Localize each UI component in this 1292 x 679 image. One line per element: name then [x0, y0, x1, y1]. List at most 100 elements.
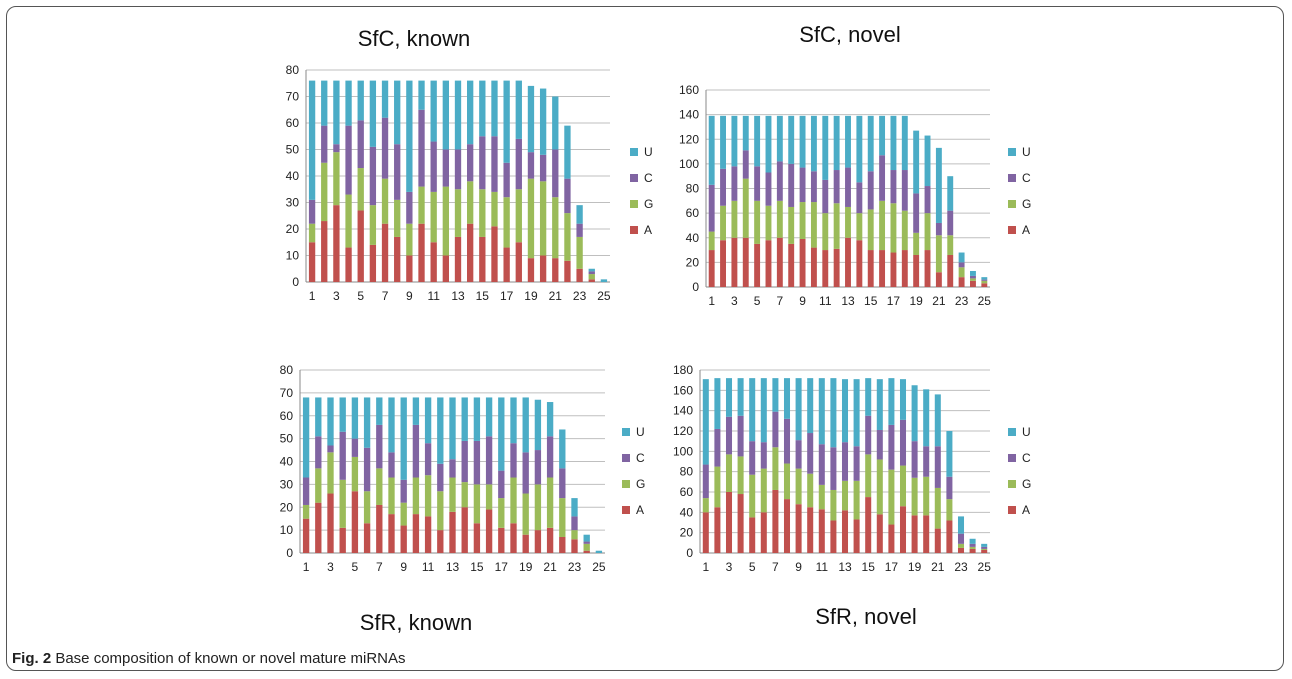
bar-segment-g [799, 202, 806, 239]
x-tick-label: 7 [776, 294, 783, 308]
bar-segment-c [946, 476, 953, 500]
x-tick-label: 1 [309, 289, 316, 303]
bar-segment-a [924, 250, 931, 287]
x-tick-label: 25 [978, 294, 992, 308]
legend-swatch-g [630, 200, 638, 208]
y-tick-label: 60 [680, 485, 694, 499]
bar-segment-c [749, 441, 756, 475]
bar-segment-a [822, 250, 829, 287]
bar-segment-a [969, 548, 976, 553]
bar-segment-g [510, 477, 517, 524]
x-tick-label: 9 [400, 560, 407, 574]
bar-segment-c [363, 447, 371, 492]
x-tick-label: 19 [908, 560, 922, 574]
legend-swatch-g [622, 480, 630, 488]
bar-segment-a [308, 242, 316, 282]
bar-segment-c [588, 271, 595, 275]
bar-segment-u [430, 80, 437, 142]
bar-segment-a [957, 547, 965, 553]
bar-segment-g [522, 493, 529, 535]
bar-segment-c [400, 479, 407, 503]
bar-segment-u [515, 80, 522, 139]
bar-segment-a [981, 283, 988, 287]
bar-segment-g [539, 181, 547, 256]
y-tick-label: 0 [692, 280, 699, 294]
bar-segment-u [841, 379, 849, 443]
bar-segment-c [714, 428, 721, 467]
bar-segment-a [776, 237, 783, 287]
bar-segment-a [485, 509, 493, 553]
x-tick-label: 25 [597, 289, 611, 303]
bar-segment-u [867, 115, 874, 172]
legend-swatch-u [1008, 148, 1016, 156]
bar-segment-g [583, 543, 590, 551]
y-tick-label: 20 [680, 526, 694, 540]
bar-segment-u [888, 378, 895, 425]
bar-segment-c [772, 411, 779, 448]
x-tick-label: 3 [327, 560, 334, 574]
bar-segment-u [879, 115, 886, 156]
bar-segment-u [946, 431, 953, 477]
bar-segment-u [454, 80, 462, 150]
bar-segment-g [947, 235, 954, 255]
y-tick-label: 80 [680, 465, 694, 479]
bar-segment-c [958, 262, 965, 268]
bar-segment-u [564, 125, 571, 179]
y-tick-label: 10 [280, 523, 294, 537]
chart-title-sfr-known: SfR, known [359, 610, 473, 635]
bar-segment-g [833, 203, 840, 249]
bar-segment-a [731, 237, 738, 287]
bar-segment-c [725, 416, 733, 455]
bar-segment-a [498, 527, 505, 553]
bar-segment-a [461, 507, 468, 553]
bar-segment-a [845, 237, 851, 287]
bar-segment-g [527, 178, 535, 259]
bar-segment-c [969, 543, 976, 547]
bar-segment-a [510, 523, 517, 553]
bar-segment-c [856, 182, 863, 214]
bar-segment-a [357, 210, 364, 282]
y-tick-label: 40 [286, 169, 300, 183]
bar-segment-g [913, 232, 920, 255]
bar-segment-u [498, 397, 505, 471]
bar-segment-g [720, 205, 726, 241]
bar-segment-a [899, 506, 907, 553]
bar-segment-c [853, 446, 860, 481]
bar-segment-c [552, 149, 559, 198]
x-tick-label: 9 [795, 560, 802, 574]
bar-segment-u [339, 397, 346, 432]
bar-segment-g [498, 498, 505, 528]
bar-segment-c [442, 149, 450, 187]
bar-segment-a [901, 250, 908, 287]
bar-segment-a [913, 254, 920, 287]
bar-segment-c [406, 191, 413, 224]
bar-segment-a [708, 250, 715, 287]
bar-segment-g [958, 267, 965, 278]
y-tick-label: 160 [673, 383, 693, 397]
bar-segment-g [315, 468, 322, 503]
bar-segment-g [765, 205, 772, 241]
legend-swatch-c [622, 454, 630, 462]
bar-segment-u [466, 80, 474, 145]
bar-segment-u [449, 397, 456, 460]
bar-segment-a [583, 550, 590, 553]
bar-segment-u [552, 96, 559, 150]
bar-segment-u [957, 516, 965, 534]
bar-segment-a [867, 250, 874, 287]
bar-segment-u [913, 130, 920, 194]
bar-segment-a [400, 525, 407, 553]
x-tick-label: 21 [549, 289, 563, 303]
figure-frame [6, 6, 1284, 671]
bar-segment-c [788, 163, 795, 207]
bar-segment-a [546, 527, 554, 553]
bar-segment-a [552, 258, 559, 282]
bar-segment-u [442, 80, 450, 150]
bar-segment-g [772, 447, 779, 490]
y-tick-label: 100 [679, 157, 699, 171]
bar-segment-g [515, 189, 522, 243]
bar-segment-c [479, 136, 486, 190]
bar-segment-a [879, 250, 886, 287]
bar-segment-u [731, 115, 738, 167]
bar-segment-c [731, 166, 738, 201]
